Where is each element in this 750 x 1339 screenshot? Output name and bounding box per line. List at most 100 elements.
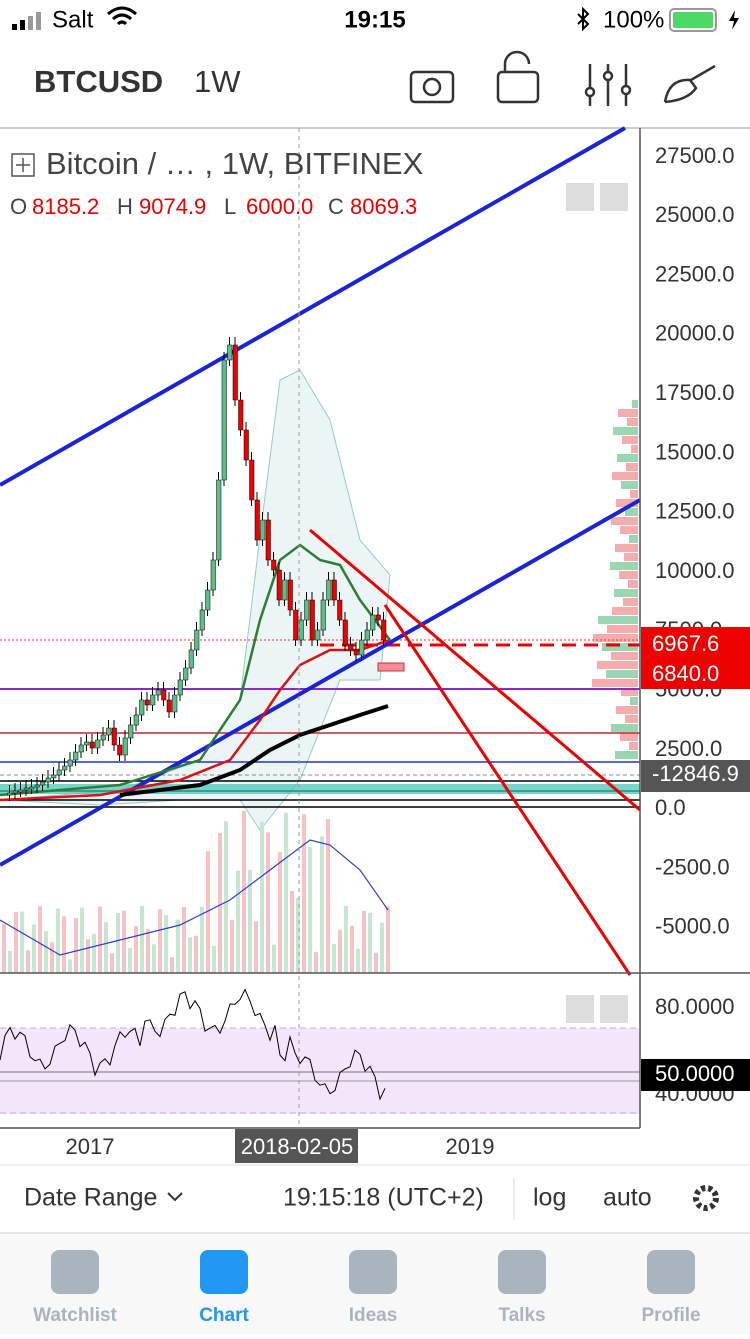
volume-bar: [128, 948, 132, 973]
volume-bar: [332, 943, 336, 973]
volume-profile-bar: [602, 643, 638, 651]
candle-body: [23, 787, 29, 791]
volume-profile-bar: [625, 715, 638, 723]
volume-bar: [212, 946, 216, 973]
chart-area: [0, 126, 750, 1129]
volume-bar: [26, 950, 30, 973]
lock-button[interactable]: [496, 50, 540, 104]
candle-body: [249, 459, 255, 501]
scale-button[interactable]: [566, 995, 594, 1023]
slider-knob: [620, 84, 632, 96]
volume-bar: [362, 910, 366, 973]
candle-body: [276, 569, 282, 601]
candle-body: [309, 599, 315, 641]
tab-icon: [51, 1250, 99, 1294]
volume-bar: [32, 924, 36, 973]
tab[interactable]: Chart: [199, 1250, 249, 1326]
candle-body: [320, 599, 326, 631]
scale-button[interactable]: [600, 995, 628, 1023]
candle-body: [106, 727, 112, 736]
symbol[interactable]: BTCUSD: [34, 64, 163, 99]
signal-bar: [12, 24, 17, 30]
volume-ma: [0, 839, 389, 956]
volume-profile-bar: [607, 625, 638, 633]
trend-red: [383, 604, 632, 976]
price-badge: [641, 657, 750, 689]
wifi-icon: [107, 6, 137, 26]
volume-bar: [110, 953, 114, 973]
candle-body: [326, 579, 332, 601]
ma-black: [119, 704, 389, 797]
volume-profile-bar: [592, 679, 638, 687]
rsi-badge: [641, 1059, 750, 1091]
price-tick-label: 20000.0: [655, 321, 735, 346]
axes: 27500.0 25000.0 22500.0 20000.0 17500.0 15000…: [66, 143, 750, 1163]
volume-profile-bar: [611, 724, 638, 732]
volume-profile-bar: [629, 535, 638, 543]
candle-body: [298, 619, 304, 641]
settings-button[interactable]: [584, 64, 632, 106]
candle-body: [287, 579, 293, 611]
candle-body: [375, 614, 381, 621]
tab[interactable]: Profile: [641, 1250, 701, 1326]
volume-bar: [272, 944, 276, 973]
volume-bar: [176, 919, 180, 973]
candle-body: [172, 694, 178, 713]
volume-profile-bar: [631, 445, 638, 453]
volume-profile-bar: [618, 409, 638, 417]
volume-profile-bar: [598, 616, 638, 624]
draw-button[interactable]: [663, 64, 716, 104]
ohlc-value: 8069.3: [350, 194, 417, 219]
volume-profile-bar: [625, 508, 638, 516]
ohlc: O 8185.2 H 9074.9 L 6000.0 C 8069.3: [10, 194, 417, 219]
candle-body: [342, 619, 348, 646]
candle-body: [271, 559, 277, 571]
volume-profile-bar: [621, 481, 638, 489]
tab[interactable]: Watchlist: [33, 1250, 118, 1326]
candle-body: [183, 667, 189, 681]
candle-body: [232, 344, 238, 401]
volume-bar: [182, 907, 186, 973]
volume-profile-bar: [626, 463, 638, 471]
rsi-line: [0, 988, 386, 1101]
volume-bar: [308, 847, 312, 973]
volume-bar: [164, 915, 168, 973]
volume-bar: [248, 869, 252, 973]
scale-button[interactable]: [600, 183, 628, 211]
tab-icon: [200, 1250, 248, 1294]
date-range[interactable]: Date Range: [24, 1184, 157, 1212]
volume-bar: [314, 952, 318, 973]
tab[interactable]: Talks: [498, 1250, 546, 1326]
volume-bar: [326, 819, 330, 973]
auto-toggle[interactable]: auto: [603, 1184, 652, 1212]
volume-profile-bar: [612, 607, 638, 615]
log-toggle[interactable]: log: [533, 1184, 566, 1212]
volume-profile-bar: [611, 652, 638, 660]
candle-body: [111, 727, 117, 746]
ohlc-value: 8185.2: [32, 194, 99, 219]
volume-bar: [230, 919, 234, 973]
signal-bar: [28, 16, 33, 30]
ohlc-key: H: [117, 194, 133, 219]
legend-toggle[interactable]: [11, 153, 35, 177]
volume-bar: [140, 906, 144, 973]
settings-gear[interactable]: [693, 1185, 719, 1211]
candle-body: [84, 741, 90, 746]
candle-body: [364, 629, 370, 641]
scale-button[interactable]: [566, 183, 594, 211]
candle-body: [194, 629, 200, 651]
tab[interactable]: Ideas: [349, 1250, 398, 1326]
ohlc-value: 9074.9: [139, 194, 206, 219]
rsi-tick-label: 80.0000: [655, 994, 735, 1019]
camera-button[interactable]: [409, 70, 455, 104]
candle-body: [293, 609, 299, 641]
candle-body: [78, 744, 84, 753]
volume-profile-bar: [612, 472, 638, 480]
volume-profile-bar: [617, 454, 638, 462]
candle-body: [260, 519, 266, 541]
interval[interactable]: 1W: [194, 64, 241, 99]
volume-bar: [380, 922, 384, 973]
candle-body: [122, 737, 128, 756]
price-tick-label: 2500.0: [655, 736, 722, 761]
